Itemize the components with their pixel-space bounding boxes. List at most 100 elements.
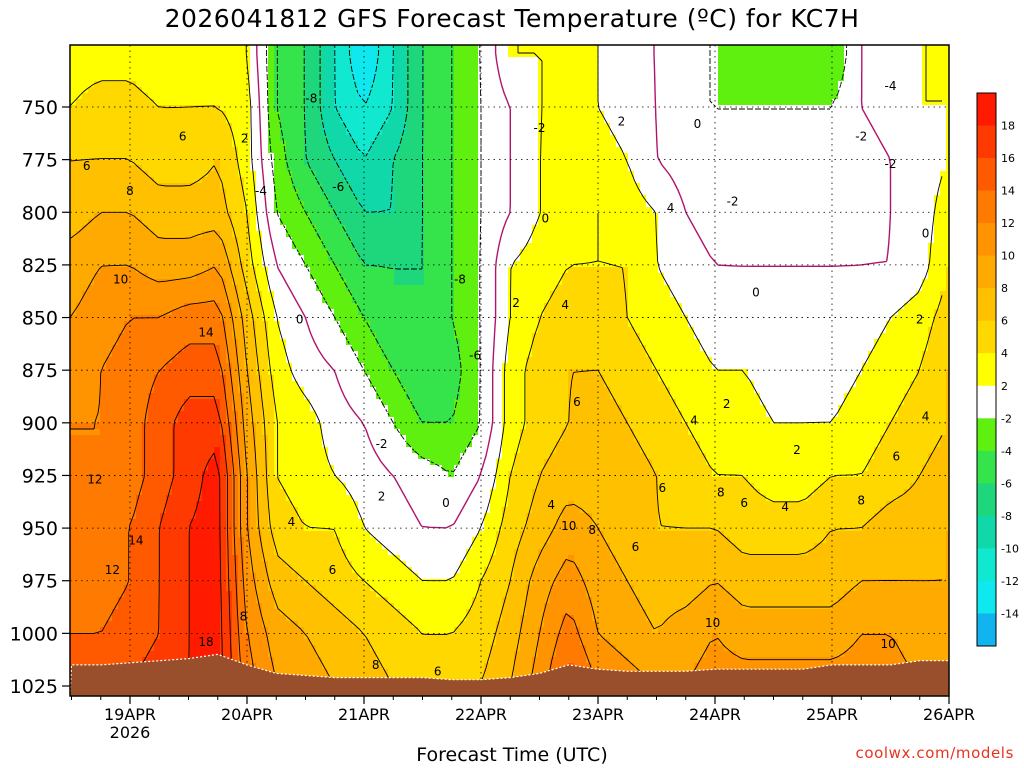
field-cell: [184, 513, 191, 520]
field-cell: [208, 195, 215, 202]
field-cell: [214, 477, 221, 484]
field-cell: [124, 381, 131, 388]
field-cell: [334, 579, 341, 586]
field-cell: [220, 183, 227, 190]
field-cell: [334, 531, 341, 538]
field-cell: [280, 141, 287, 148]
field-cell: [148, 357, 155, 364]
field-cell: [304, 237, 311, 244]
field-cell: [232, 345, 239, 352]
field-cell: [136, 609, 143, 616]
field-cell: [298, 381, 305, 388]
field-cell: [316, 93, 323, 100]
field-cell: [196, 153, 203, 160]
field-cell: [226, 249, 233, 256]
field-cell: [76, 147, 83, 154]
field-cell: [100, 177, 107, 184]
field-cell: [94, 537, 101, 544]
field-cell: [232, 321, 239, 328]
field-cell: [154, 339, 161, 346]
field-cell: [322, 423, 329, 430]
field-cell: [196, 477, 203, 484]
field-cell: [268, 105, 275, 112]
field-cell: [238, 651, 245, 658]
field-cell: [244, 315, 251, 322]
field-cell: [328, 447, 335, 454]
field-cell: [214, 195, 221, 202]
field-cell: [274, 663, 281, 670]
field-cell: [298, 87, 305, 94]
field-cell: [112, 561, 119, 568]
field-cell: [232, 405, 239, 412]
field-cell: [184, 555, 191, 562]
field-cell: [130, 453, 137, 460]
field-cell: [208, 531, 215, 538]
field-cell: [94, 189, 101, 196]
field-cell: [310, 99, 317, 106]
field-cell: [298, 177, 305, 184]
field-cell: [316, 207, 323, 214]
field-cell: [184, 429, 191, 436]
field-cell: [76, 597, 83, 604]
field-cell: [118, 207, 125, 214]
field-cell: [244, 123, 251, 130]
field-cell: [142, 549, 149, 556]
field-cell: [124, 285, 131, 292]
field-cell: [328, 63, 335, 70]
field-cell: [328, 231, 335, 238]
field-cell: [316, 195, 323, 202]
field-cell: [208, 615, 215, 622]
field-cell: [322, 195, 329, 202]
field-cell: [244, 57, 251, 64]
field-cell: [130, 177, 137, 184]
field-cell: [256, 153, 263, 160]
field-cell: [262, 531, 269, 538]
field-cell: [70, 123, 77, 130]
field-cell: [202, 423, 209, 430]
field-cell: [214, 297, 221, 304]
field-cell: [214, 249, 221, 256]
field-cell: [100, 357, 107, 364]
field-cell: [340, 195, 347, 202]
field-cell: [190, 201, 197, 208]
field-cell: [256, 123, 263, 130]
field-cell: [154, 411, 161, 418]
field-cell: [280, 489, 287, 496]
field-cell: [70, 537, 77, 544]
field-cell: [106, 471, 113, 478]
field-cell: [106, 573, 113, 580]
field-cell: [232, 447, 239, 454]
field-cell: [142, 651, 149, 658]
field-cell: [226, 159, 233, 166]
field-cell: [250, 153, 257, 160]
field-cell: [316, 609, 323, 616]
field-cell: [262, 381, 269, 388]
field-cell: [76, 117, 83, 124]
field-cell: [280, 507, 287, 514]
field-cell: [76, 399, 83, 406]
field-cell: [286, 129, 293, 136]
field-cell: [208, 483, 215, 490]
field-cell: [148, 639, 155, 646]
field-cell: [130, 303, 137, 310]
field-cell: [244, 435, 251, 442]
field-cell: [274, 555, 281, 562]
field-cell: [172, 45, 179, 52]
field-cell: [226, 255, 233, 262]
field-cell: [142, 231, 149, 238]
field-cell: [76, 609, 83, 616]
field-cell: [250, 549, 257, 556]
field-cell: [82, 333, 89, 340]
field-cell: [274, 543, 281, 550]
field-cell: [142, 261, 149, 268]
field-cell: [262, 405, 269, 412]
field-cell: [256, 357, 263, 364]
field-cell: [250, 507, 257, 514]
field-cell: [232, 99, 239, 106]
field-cell: [106, 201, 113, 208]
field-cell: [82, 459, 89, 466]
field-cell: [208, 549, 215, 556]
field-cell: [82, 549, 89, 556]
field-cell: [130, 429, 137, 436]
field-cell: [184, 615, 191, 622]
